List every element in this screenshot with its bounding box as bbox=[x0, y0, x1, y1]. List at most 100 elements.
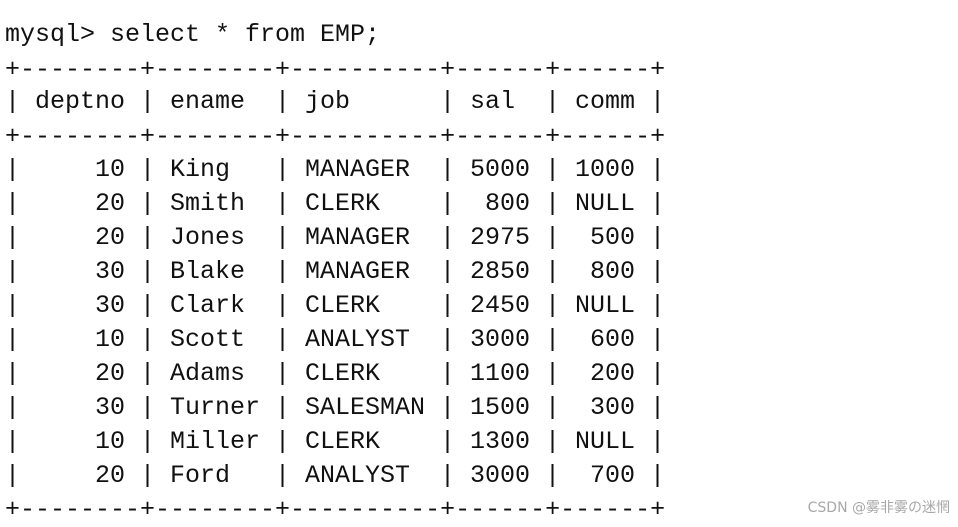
column-separator: | bbox=[545, 257, 561, 286]
column-separator: | bbox=[140, 427, 156, 456]
data-row: | | | | | | 30 Clark CLERK 2450 NULL bbox=[5, 289, 665, 323]
column-separator: | bbox=[5, 257, 21, 286]
column-separator: | bbox=[545, 223, 561, 252]
column-separator: | bbox=[440, 189, 456, 218]
column-separator: | bbox=[545, 189, 561, 218]
table-cell: 2850 bbox=[470, 257, 531, 286]
table-cell: 2450 bbox=[470, 291, 531, 320]
table-cell: CLERK bbox=[305, 189, 381, 218]
column-separator: | bbox=[650, 257, 666, 286]
column-separator: | bbox=[545, 87, 561, 116]
table-cell: 10 bbox=[94, 325, 125, 354]
table-cell: ename bbox=[170, 87, 246, 116]
table-cell: 600 bbox=[589, 325, 635, 354]
column-separator: | bbox=[140, 155, 156, 184]
column-separator: | bbox=[650, 393, 666, 422]
header-row: | | | | | | deptno ename job sal comm bbox=[5, 85, 665, 119]
table-border: +--------+--------+----------+------+---… bbox=[5, 55, 666, 84]
table-cell: 30 bbox=[94, 291, 125, 320]
column-separator: | bbox=[440, 155, 456, 184]
column-separator: | bbox=[545, 291, 561, 320]
table-cell: comm bbox=[575, 87, 636, 116]
column-separator: | bbox=[140, 257, 156, 286]
column-separator: | bbox=[440, 291, 456, 320]
column-separator: | bbox=[140, 325, 156, 354]
table-cell: 10 bbox=[94, 155, 125, 184]
table-cell: 700 bbox=[589, 461, 635, 490]
column-separator: | bbox=[650, 155, 666, 184]
column-separator: | bbox=[650, 223, 666, 252]
table-cell: 3000 bbox=[470, 325, 531, 354]
table-cell: deptno bbox=[35, 87, 126, 116]
table-cell: 20 bbox=[94, 189, 125, 218]
column-separator: | bbox=[140, 393, 156, 422]
table-cell: 20 bbox=[94, 359, 125, 388]
data-row: | | | | | | 20 Ford ANALYST 3000 700 bbox=[5, 459, 665, 493]
table-cell: Adams bbox=[170, 359, 246, 388]
column-separator: | bbox=[545, 359, 561, 388]
table-cell: 10 bbox=[94, 427, 125, 456]
table-cell: sal bbox=[470, 87, 516, 116]
table-cell: 3000 bbox=[470, 461, 531, 490]
column-separator: | bbox=[275, 223, 291, 252]
column-separator: | bbox=[545, 427, 561, 456]
column-separator: | bbox=[140, 189, 156, 218]
data-row: | | | | | | 10 Miller CLERK 1300 NULL bbox=[5, 425, 665, 459]
table-cell: NULL bbox=[575, 291, 636, 320]
column-separator: | bbox=[5, 155, 21, 184]
watermark: CSDN @雾非雾の迷惘 bbox=[807, 500, 950, 516]
table-border: +--------+--------+----------+------+---… bbox=[5, 122, 666, 151]
table-cell: ANALYST bbox=[305, 461, 411, 490]
table-cell: Clark bbox=[170, 291, 246, 320]
table-cell: 1500 bbox=[470, 393, 531, 422]
column-separator: | bbox=[650, 87, 666, 116]
data-row: | | | | | | 30 Turner SALESMAN 1500 300 bbox=[5, 391, 665, 425]
table-cell: 20 bbox=[94, 223, 125, 252]
column-separator: | bbox=[5, 359, 21, 388]
table-cell: ANALYST bbox=[305, 325, 411, 354]
column-separator: | bbox=[140, 461, 156, 490]
column-separator: | bbox=[140, 359, 156, 388]
column-separator: | bbox=[440, 257, 456, 286]
column-separator: | bbox=[545, 325, 561, 354]
table-cell: SALESMAN bbox=[305, 393, 426, 422]
table-cell: 30 bbox=[94, 257, 125, 286]
column-separator: | bbox=[440, 87, 456, 116]
table-cell: 300 bbox=[589, 393, 635, 422]
column-separator: | bbox=[275, 359, 291, 388]
table-cell: Ford bbox=[170, 461, 231, 490]
table-border: +--------+--------+----------+------+---… bbox=[5, 495, 666, 524]
table-cell: MANAGER bbox=[305, 155, 411, 184]
table-cell: NULL bbox=[575, 427, 636, 456]
column-separator: | bbox=[275, 87, 291, 116]
table-cell: Scott bbox=[170, 325, 246, 354]
column-separator: | bbox=[140, 291, 156, 320]
data-row: | | | | | | 10 Scott ANALYST 3000 600 bbox=[5, 323, 665, 357]
column-separator: | bbox=[440, 325, 456, 354]
column-separator: | bbox=[440, 359, 456, 388]
column-separator: | bbox=[275, 427, 291, 456]
column-separator: | bbox=[275, 257, 291, 286]
column-separator: | bbox=[440, 223, 456, 252]
table-cell: MANAGER bbox=[305, 223, 411, 252]
column-separator: | bbox=[5, 461, 21, 490]
column-separator: | bbox=[440, 427, 456, 456]
table-cell: Smith bbox=[170, 189, 246, 218]
table-cell: Turner bbox=[170, 393, 261, 422]
data-row: | | | | | | 30 Blake MANAGER 2850 800 bbox=[5, 255, 665, 289]
table-cell: CLERK bbox=[305, 427, 381, 456]
column-separator: | bbox=[440, 461, 456, 490]
table-cell: Miller bbox=[170, 427, 261, 456]
data-row: | | | | | | 20 Jones MANAGER 2975 500 bbox=[5, 221, 665, 255]
column-separator: | bbox=[5, 223, 21, 252]
column-separator: | bbox=[5, 87, 21, 116]
table-cell: 200 bbox=[589, 359, 635, 388]
column-separator: | bbox=[650, 461, 666, 490]
data-row: | | | | | | 20 Adams CLERK 1100 200 bbox=[5, 357, 665, 391]
column-separator: | bbox=[5, 325, 21, 354]
table-cell: King bbox=[170, 155, 231, 184]
column-separator: | bbox=[275, 393, 291, 422]
table-cell: job bbox=[305, 87, 351, 116]
table-cell: 1000 bbox=[575, 155, 636, 184]
